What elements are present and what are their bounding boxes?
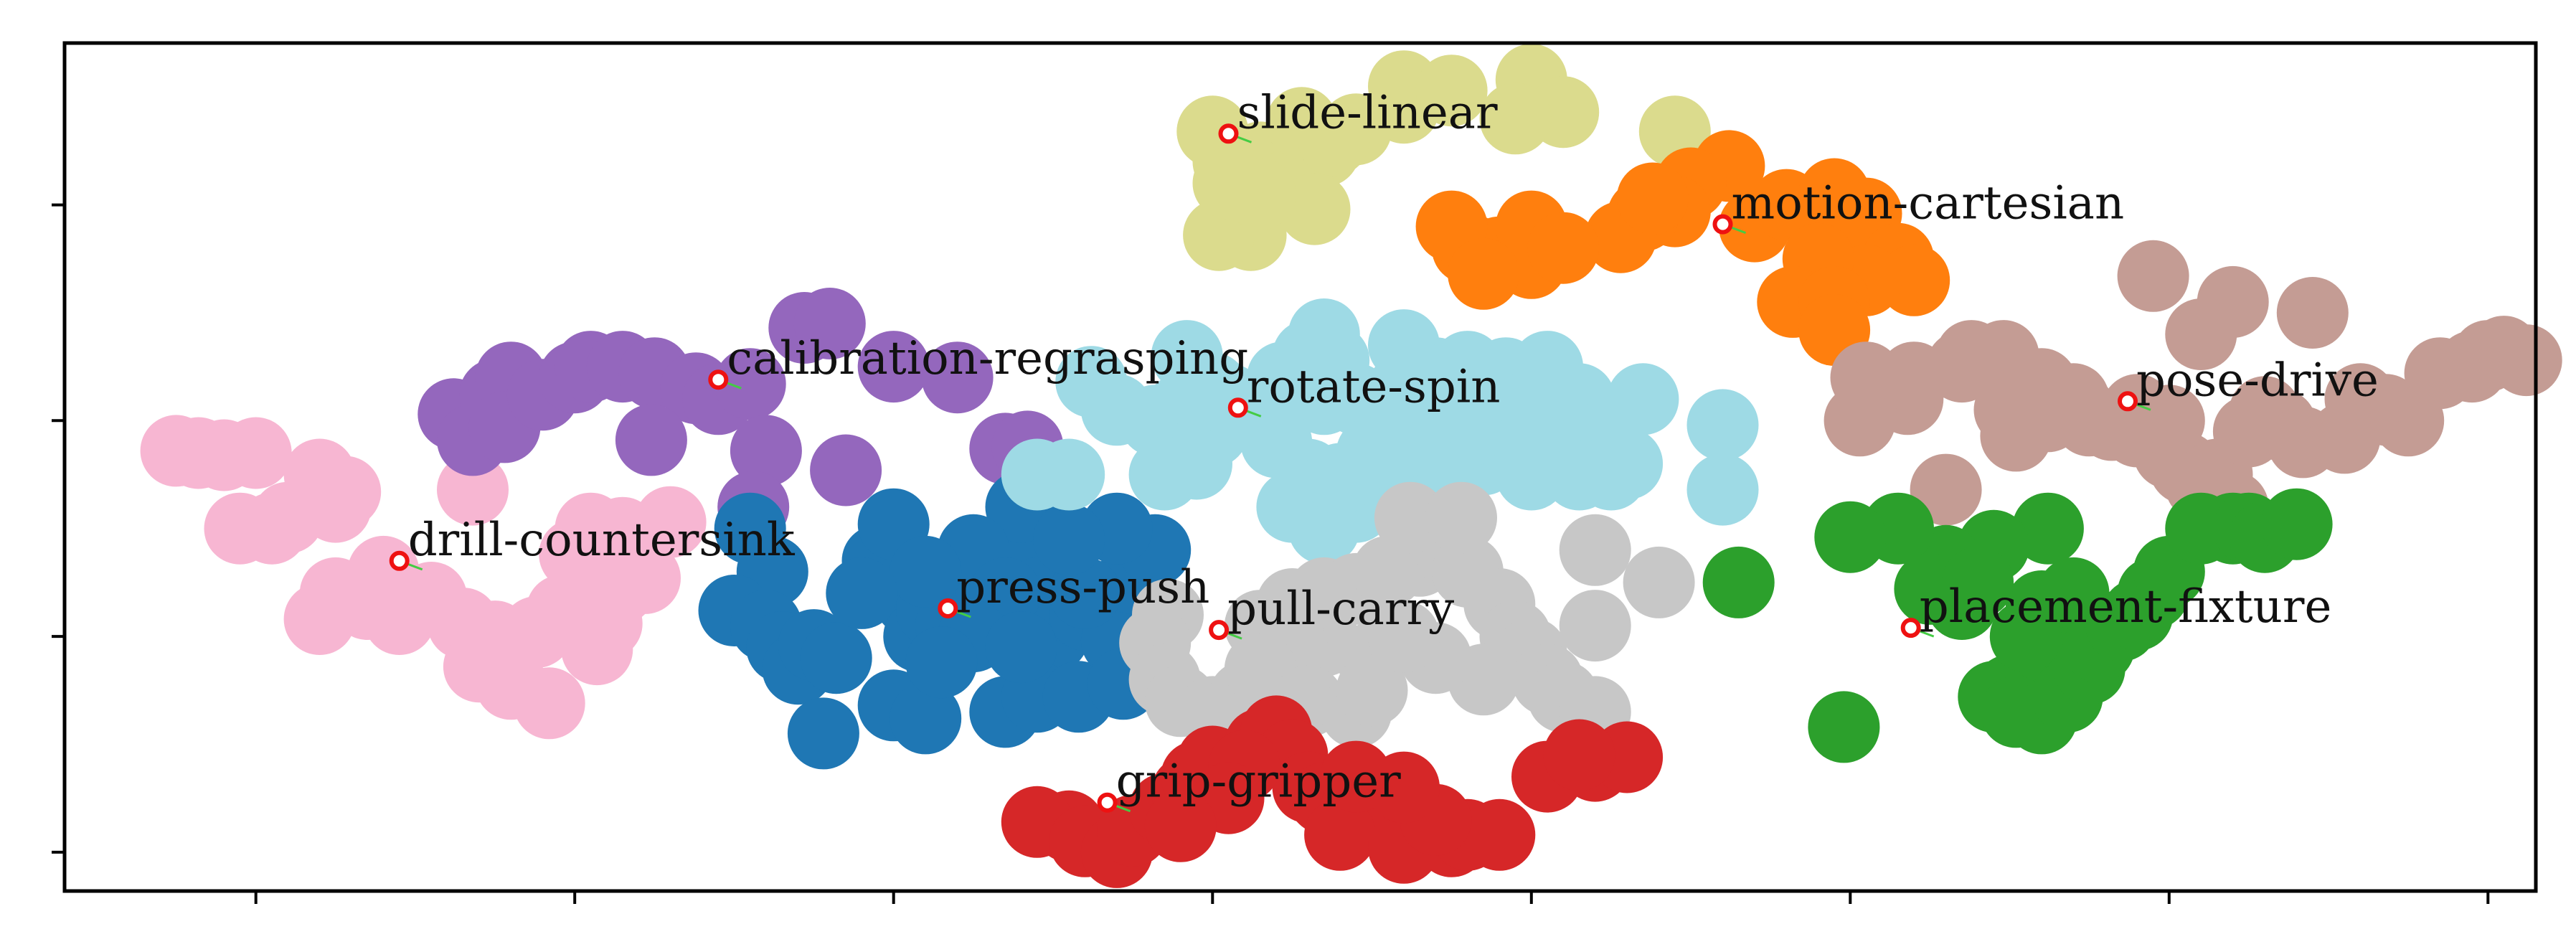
point-rotate-35 (1240, 406, 1313, 479)
point-rotate-49 (1686, 389, 1759, 461)
label-press: press-push (956, 561, 1209, 614)
point-slide-13 (1479, 83, 1552, 155)
point-pose-37 (2276, 277, 2349, 349)
point-calibration-19 (921, 341, 994, 414)
point-rotate-50 (1686, 453, 1759, 526)
centroid-marker-placement (1900, 618, 1921, 638)
point-press-14 (890, 682, 962, 755)
point-drill-9 (309, 456, 382, 528)
centroid-marker-press (938, 598, 958, 618)
point-pull-29 (1559, 590, 1631, 662)
point-drill-3 (220, 417, 292, 489)
point-press-39 (826, 557, 898, 629)
point-placement-25 (1702, 546, 1775, 618)
point-placement-24 (1814, 501, 1887, 573)
point-motion-23 (1527, 212, 1600, 284)
point-placement-26 (1808, 691, 1880, 763)
point-pose-39 (2165, 298, 2237, 370)
y-axis-ticks (52, 203, 65, 854)
label-rotate: rotate-spin (1247, 360, 1501, 413)
point-placement-31 (2037, 557, 2110, 629)
point-placement-19 (2260, 488, 2333, 560)
centroid-marker-pose (2118, 391, 2138, 412)
point-rotate-47 (1495, 438, 1567, 511)
point-pose-41 (2101, 374, 2174, 446)
point-grip-20 (1304, 798, 1377, 871)
point-press-37 (905, 626, 978, 699)
point-slide-9 (1415, 55, 1488, 127)
label-grip: grip-gripper (1116, 755, 1401, 809)
point-rotate-41 (1298, 324, 1370, 397)
point-pull-34 (1336, 654, 1408, 727)
label-motion: motion-cartesian (1732, 177, 2125, 230)
point-press-34 (1033, 503, 1105, 575)
point-grip-31 (1144, 790, 1217, 862)
point-placement-20 (2011, 492, 2084, 565)
point-press-7 (800, 622, 872, 694)
point-rotate-37 (1151, 320, 1223, 392)
point-pull-35 (1368, 600, 1440, 673)
point-pose-25 (2490, 324, 2562, 397)
centroid-marker-slide (1218, 123, 1239, 144)
point-grip-26 (1543, 719, 1615, 791)
point-rotate-1 (1033, 438, 1105, 511)
x-axis-ticks (254, 891, 2490, 904)
point-slide-19 (1298, 104, 1370, 176)
point-rotate-46 (1400, 374, 1472, 446)
point-calibration-18 (857, 331, 930, 403)
point-pull-32 (1374, 481, 1446, 554)
label-drill: drill-countersink (408, 514, 796, 567)
point-calibration-12 (714, 348, 786, 420)
point-rotate-52 (1304, 443, 1377, 515)
point-grip-30 (1368, 751, 1440, 824)
point-placement-29 (1989, 600, 2062, 673)
point-drill-30 (437, 453, 509, 526)
cluster-markers (389, 123, 2151, 813)
point-press-8 (787, 697, 859, 770)
centroid-marker-motion (1712, 214, 1733, 235)
label-placement: placement-fixture (1920, 580, 2332, 633)
point-pose-38 (2117, 240, 2189, 312)
centroid-marker-calibration (708, 369, 729, 390)
centroid-marker-pull (1209, 620, 1230, 641)
label-slide: slide-linear (1237, 86, 1498, 139)
centroid-marker-rotate (1227, 397, 1248, 418)
point-press-33 (1049, 557, 1121, 629)
point-pose-33 (1925, 331, 1998, 403)
point-rotate-48 (1575, 438, 1647, 511)
point-calibration-16 (793, 288, 866, 359)
point-drill-28 (634, 486, 707, 558)
scatter-points (140, 44, 2562, 888)
point-drill-32 (583, 544, 656, 616)
point-pull-30 (1623, 546, 1695, 618)
point-placement-30 (1942, 546, 2014, 618)
point-press-38 (985, 611, 1057, 684)
point-press-32 (890, 535, 962, 608)
plot-frame (62, 41, 2538, 893)
centroid-marker-drill (389, 550, 410, 571)
label-calibration: calibration-regrasping (727, 332, 1248, 385)
point-pull-33 (1425, 481, 1497, 554)
point-slide-17 (1192, 147, 1265, 220)
point-calibration-13 (730, 415, 802, 487)
label-pose: pose-drive (2136, 354, 2379, 407)
point-grip-19 (1463, 798, 1536, 871)
label-pull: pull-carry (1227, 583, 1454, 636)
point-motion-5 (1616, 162, 1689, 235)
point-pose-35 (2044, 374, 2116, 446)
point-drill-31 (561, 613, 633, 686)
centroid-marker-grip (1097, 792, 1118, 813)
point-pose-34 (1910, 453, 1982, 526)
point-rotate-51 (1607, 363, 1679, 435)
point-calibration-22 (615, 404, 687, 476)
cluster-labels: drill-countersink calibration-regrasping p… (408, 86, 2379, 808)
point-slide-15 (1278, 173, 1351, 245)
point-calibration-17 (810, 434, 882, 506)
point-motion-24 (1448, 237, 1520, 310)
point-drill-20 (513, 667, 585, 740)
point-rotate-39 (1128, 438, 1201, 511)
point-pull-31 (1559, 514, 1631, 586)
